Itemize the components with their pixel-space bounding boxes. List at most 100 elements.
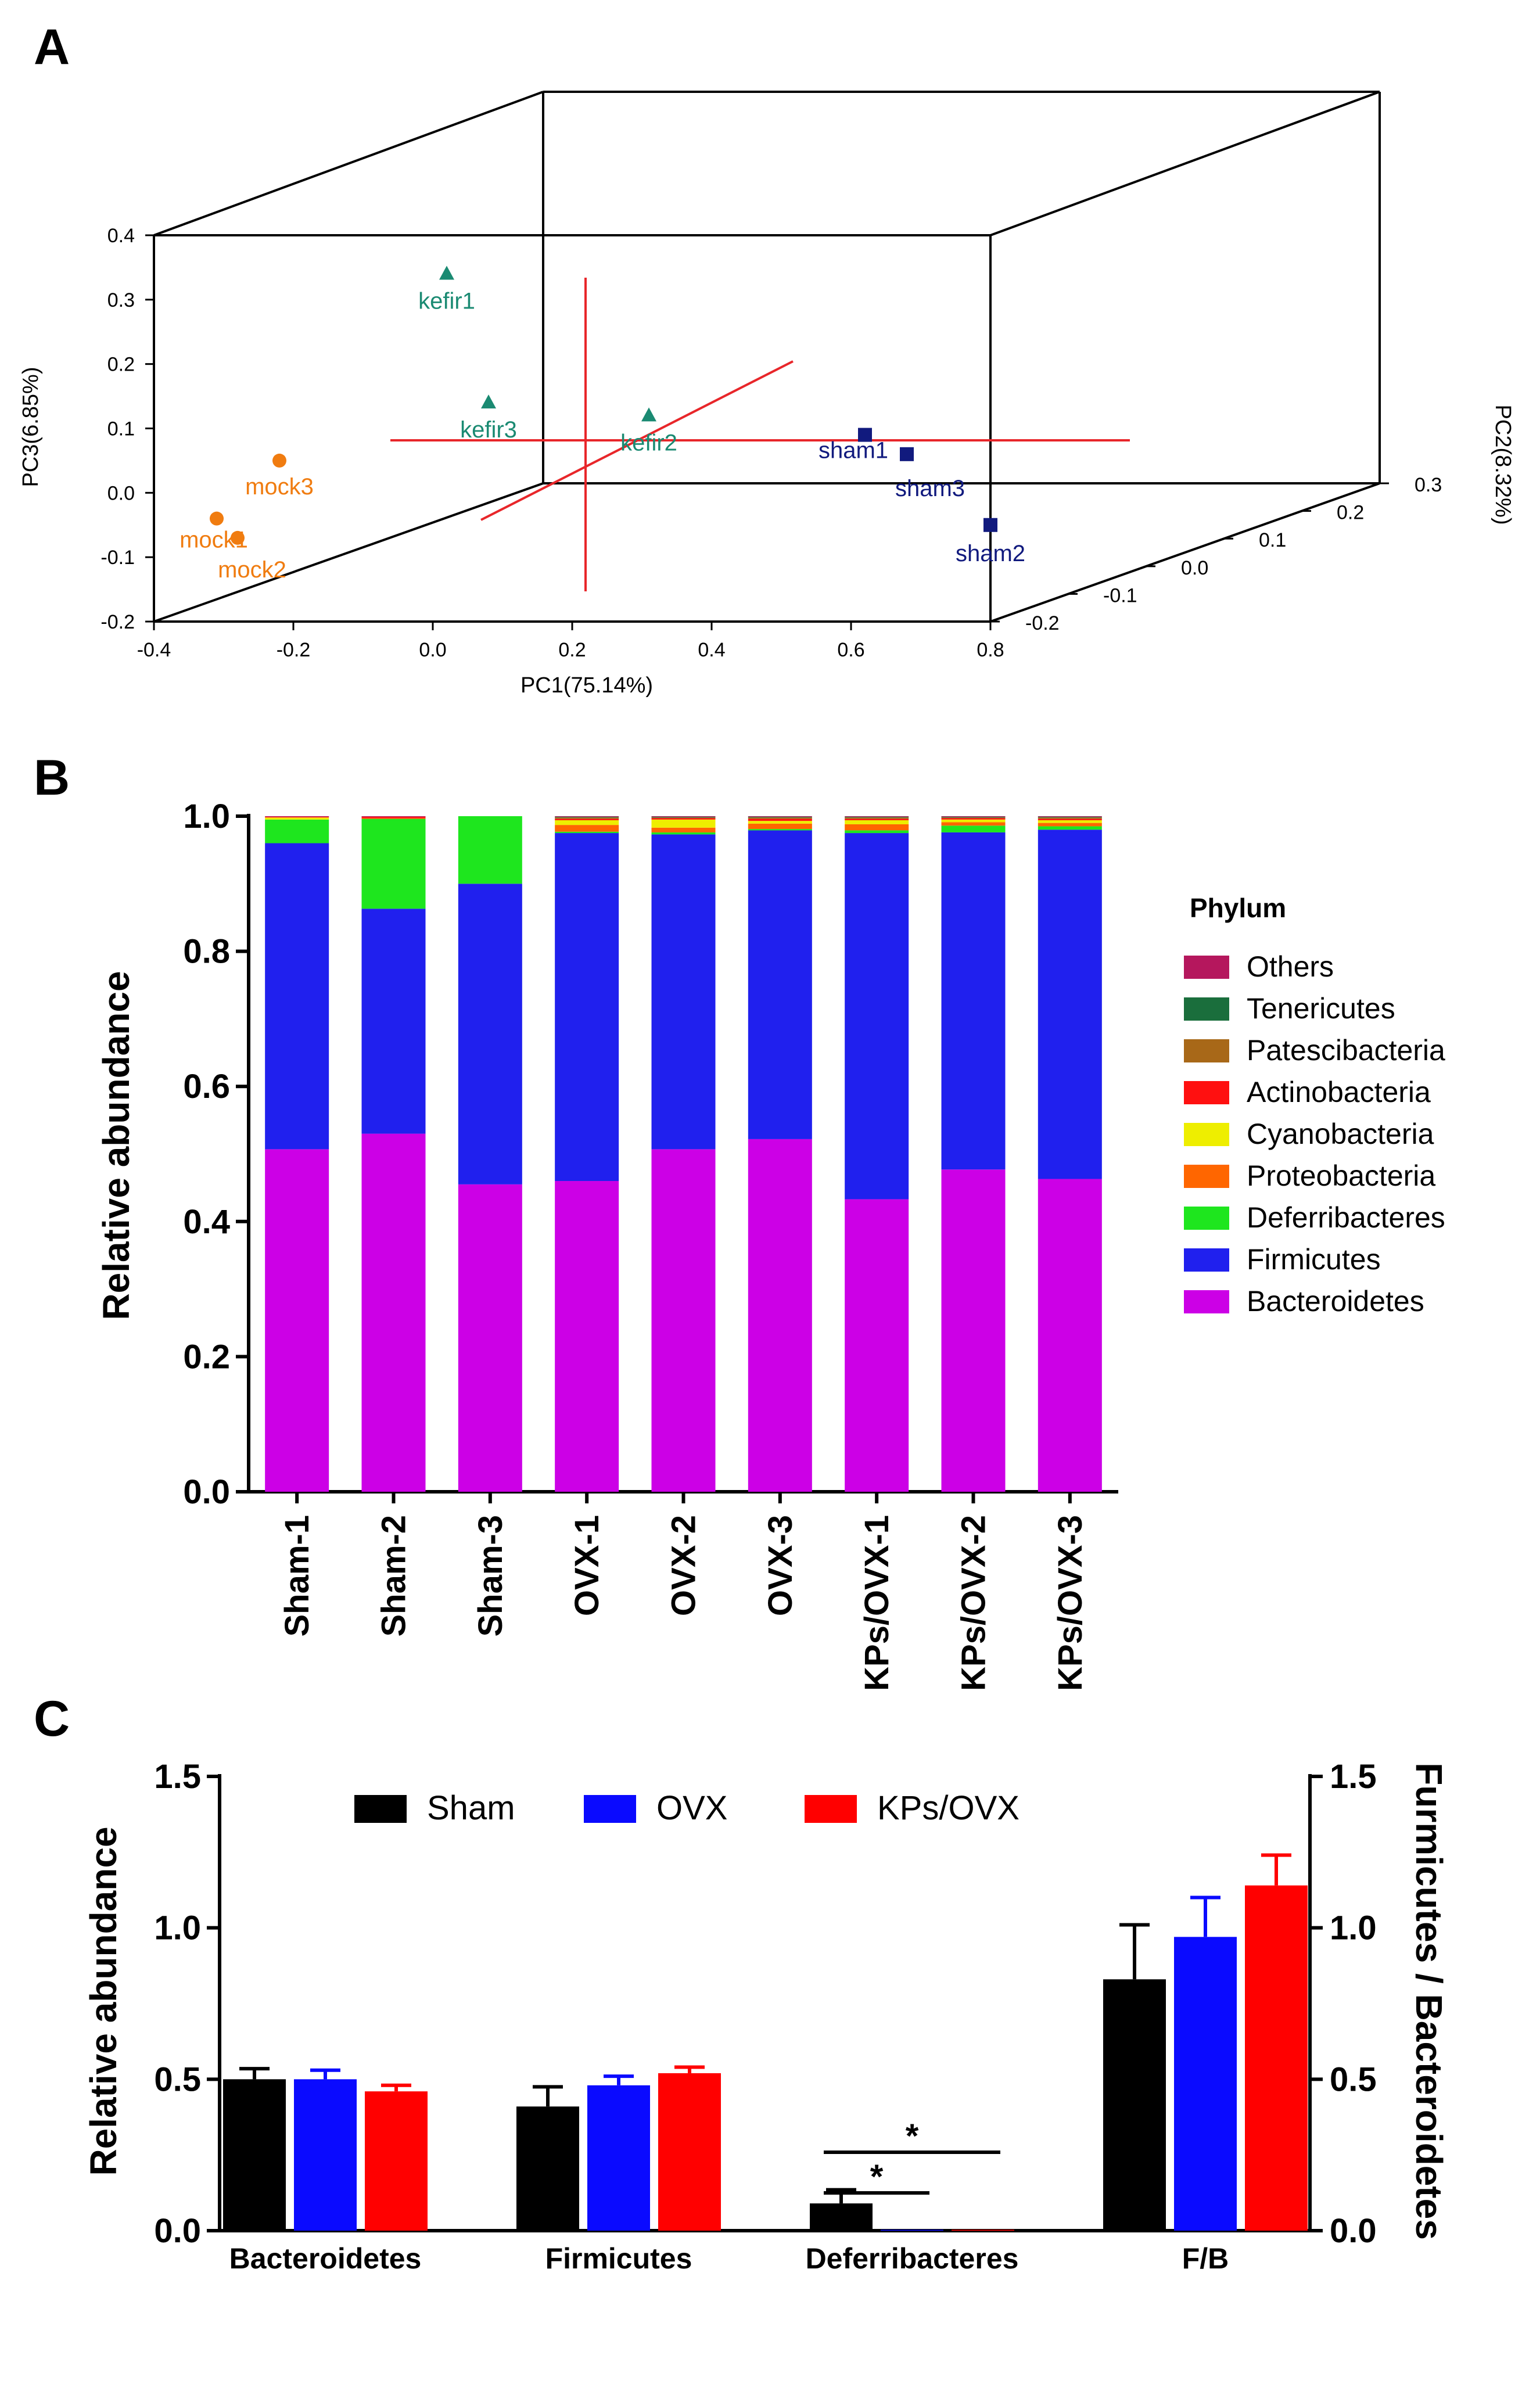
c-x-tick-label: Deferribacteres [806,2242,1019,2275]
pca-point-mock2 [231,530,245,545]
b-bar-firmicutes-8 [941,832,1006,1170]
b-legend-label: Tenericutes [1247,992,1395,1025]
pca-z-tick-label: -0.1 [1103,584,1137,606]
b-bar-bacteroidetes-9 [1038,1179,1102,1492]
b-bar-cyanobacteria-4 [555,820,619,825]
b-legend-label: Proteobacteria [1247,1159,1435,1192]
c-x-tick-label: F/B [1182,2242,1229,2275]
pca-point-label: kefir2 [620,430,677,455]
c-bar-ovx-4 [1174,1937,1237,2231]
b-bar-proteobacteria-5 [651,827,716,832]
b-bar-firmicutes-5 [651,834,716,1150]
b-bar-patescibacteria-5 [651,817,716,818]
b-bar-cyanobacteria-1 [265,817,329,820]
pca-x-tick-label: 0.4 [698,639,725,661]
b-bar-others-4 [555,816,619,817]
b-bar-bacteroidetes-8 [941,1169,1006,1492]
b-bar-patescibacteria-8 [941,817,1006,818]
pca-x-ticks: -0.4 -0.2 0.0 0.2 0.4 0.6 0.8 [137,622,1004,661]
pca-point-mock1 [210,511,224,526]
b-legend-swatch [1184,1207,1229,1230]
c-legend-swatch [584,1795,636,1823]
b-bar-firmicutes-2 [361,909,426,1134]
pca-x-tick-label: -0.2 [277,639,311,661]
c-y-label-right: Furmicutes / Bacteroidetes [1408,1762,1450,2240]
c-y-tick-label: 1.0 [154,1909,201,1947]
b-y-label: Relative abundance [95,971,137,1320]
b-legend-label: Firmicutes [1247,1243,1381,1276]
b-bar-actinobacteria-7 [845,818,909,820]
pca-z-tick-label: 0.1 [1259,529,1286,551]
c-x-tick-label: Bacteroidetes [229,2242,422,2275]
pca-z-label: PC2(8.32%) [1491,405,1515,525]
b-bar-bacteroidetes-6 [748,1139,812,1492]
pca-y-tick-label: 0.0 [107,482,135,504]
c-legend-label: OVX [656,1789,728,1827]
pca-point-label: sham1 [819,438,888,464]
c-bar-sham-2 [516,2106,579,2231]
b-x-tick-label: OVX-3 [762,1515,799,1616]
pca-x-tick-label: 0.6 [837,639,864,661]
c-bar-sham-4 [1103,1979,1166,2231]
b-bar-cyanobacteria-9 [1038,820,1102,823]
b-bar-deferribacteres-8 [941,825,1006,832]
pca-center-axis-z [480,360,794,521]
pca-y-tick-label: 0.4 [107,225,135,247]
b-bar-others-7 [845,816,909,817]
b-legend-swatch [1184,997,1229,1021]
c-significance-star: * [870,2158,884,2196]
pca-z-tick-label: 0.0 [1181,557,1208,579]
b-bars [265,816,1102,1492]
b-bar-firmicutes-7 [845,833,909,1200]
b-legend-swatch [1184,1081,1229,1104]
pca-point-sham1 [858,428,872,442]
pca-point-label: kefir3 [460,417,517,443]
pca-box [153,91,1381,623]
pca-x-tick-label: 0.0 [419,639,446,661]
c-significance-star: * [906,2117,919,2155]
c-y-tick-label: 0.5 [154,2060,201,2098]
b-bar-firmicutes-3 [458,884,522,1184]
b-bar-others-6 [748,816,812,817]
b-bar-actinobacteria-9 [1038,818,1102,820]
b-y-tick-label: 0.6 [183,1068,230,1105]
b-bar-deferribacteres-5 [651,832,716,835]
c-bar-sham-3 [810,2203,873,2231]
c-y-tick-label-right: 0.5 [1330,2060,1377,2098]
b-bar-deferribacteres-3 [458,816,522,884]
c-y-tick-label: 1.5 [154,1758,201,1796]
stacked-bar-chart: 0.0 0.2 0.4 0.6 0.8 1.0 Sham-1 Sham-2 Sham-3 OVX… [95,798,1445,1691]
c-y-tick-label-right: 1.5 [1330,1758,1377,1796]
pca-z-ticks: -0.2 -0.1 0.0 0.1 0.2 0.3 [990,474,1442,634]
b-bar-others-9 [1038,816,1102,817]
pca-y-tick-label: 0.1 [107,418,135,440]
b-bar-bacteroidetes-5 [651,1149,716,1492]
b-x-tick-label: Sham-3 [472,1515,509,1637]
b-bar-actinobacteria-6 [748,818,812,821]
b-bar-cyanobacteria-8 [941,819,1006,823]
c-legend-swatch [354,1795,407,1823]
b-legend-label: Cyanobacteria [1247,1118,1434,1150]
c-legend-label: KPs/OVX [877,1789,1020,1827]
b-bar-actinobacteria-5 [651,818,716,820]
pca-y-tick-label: -0.2 [100,611,135,633]
pca-point-label: mock3 [245,474,314,500]
c-legend-label: Sham [427,1789,515,1827]
pca-point-sham3 [900,447,914,461]
b-y-tick-label: 0.0 [183,1473,230,1511]
b-bar-deferribacteres-4 [555,831,619,834]
b-bar-bacteroidetes-7 [845,1199,909,1492]
b-bar-bacteroidetes-2 [361,1133,426,1492]
pca-point-label: sham3 [895,476,965,501]
c-significance: ** [824,2117,1000,2196]
c-x-ticks: Bacteroidetes Firmicutes Deferribacteres F/… [229,2242,1229,2275]
pca-x-tick-label: 0.8 [977,639,1004,661]
pca-z-tick-label: -0.2 [1025,612,1060,634]
b-bar-others-8 [941,816,1006,817]
b-bar-firmicutes-6 [748,830,812,1139]
b-x-tick-label: KPs/OVX-1 [858,1515,896,1691]
b-bar-patescibacteria-9 [1038,817,1102,819]
b-bar-cyanobacteria-7 [845,820,909,824]
b-bar-others-2 [361,816,426,817]
